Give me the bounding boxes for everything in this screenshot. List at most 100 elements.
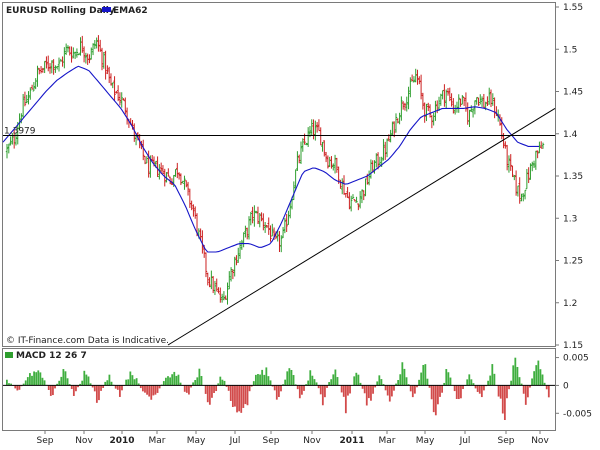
xtick-label-11: Jul	[459, 436, 471, 446]
macd-bar	[357, 374, 360, 386]
macd-bar	[29, 373, 31, 386]
macd-bar	[10, 383, 12, 386]
macd-bar	[275, 385, 278, 400]
macd-bar	[177, 374, 180, 386]
macd-bar	[106, 380, 109, 386]
macd-bar	[365, 385, 368, 406]
macd-bar	[64, 371, 67, 386]
macd-bar	[127, 379, 130, 386]
macd-bar	[305, 384, 307, 386]
macd-bar	[384, 385, 387, 391]
macd-bar	[497, 385, 500, 397]
macd-bar	[359, 382, 362, 386]
macd-bar	[443, 382, 446, 386]
macd-bar	[240, 385, 243, 413]
macd-bar	[70, 385, 73, 389]
macd-bar	[301, 385, 303, 395]
macd-bar	[229, 385, 232, 401]
macd-bar	[526, 385, 529, 398]
macd-bar	[529, 385, 531, 388]
macd-bar	[154, 385, 157, 395]
macd-bar	[173, 371, 176, 386]
macd-legend-swatch	[5, 352, 13, 358]
macd-bar	[405, 377, 408, 386]
macd-bar	[215, 385, 218, 392]
macd-bar	[539, 369, 542, 386]
macd-bar	[376, 381, 379, 386]
macd-bar	[547, 385, 550, 398]
macd-bar	[244, 385, 247, 405]
macd-bar	[317, 385, 320, 389]
macd-bar	[395, 383, 397, 386]
macd-bar	[319, 385, 322, 395]
macd-bar	[480, 385, 483, 398]
macd-bar	[397, 379, 400, 386]
macd-bar	[280, 385, 282, 392]
macd-bar	[93, 385, 96, 392]
macd-bar	[393, 385, 395, 391]
macd-bar	[449, 377, 452, 386]
macd-bar	[363, 385, 366, 394]
macd-bar	[487, 380, 490, 386]
macd-bar	[403, 368, 406, 386]
macd-bar	[537, 360, 540, 386]
macd-bar	[399, 374, 402, 386]
macd-bar	[125, 379, 128, 386]
macd-bar	[298, 385, 301, 399]
macd-bar	[420, 372, 423, 386]
xtick-label-10: May	[416, 436, 435, 446]
macd-bar	[206, 385, 209, 403]
macd-bar	[265, 367, 268, 386]
xtick-label-0: Sep	[37, 436, 54, 446]
macd-bar	[142, 385, 144, 392]
macd-bar	[501, 385, 504, 414]
price-axis-ticks: 1.55 1.5 1.45 1.4 1.35 1.3 1.25 1.2 1.15	[555, 3, 583, 351]
macd-bar	[382, 384, 385, 386]
macd-bar	[294, 384, 297, 386]
price-panel	[2, 2, 556, 347]
ema-legend-swatch	[102, 7, 111, 12]
macd-bar	[535, 365, 538, 386]
price-candles	[5, 35, 545, 305]
macd-bar	[225, 385, 228, 387]
macd-bar	[137, 383, 140, 386]
macd-bar	[437, 385, 439, 405]
macd-bar	[110, 381, 113, 386]
macd-bar	[432, 385, 435, 413]
macd-bar	[219, 376, 222, 386]
macd-bar	[524, 385, 527, 405]
title-box	[4, 4, 158, 16]
macd-bar	[493, 373, 496, 386]
macd-bar	[462, 385, 464, 390]
macd-bar	[8, 383, 10, 386]
macd-bar	[150, 385, 153, 400]
macd-bar	[24, 380, 27, 386]
macd-bar	[478, 385, 481, 394]
price-ytick-label-3: 1.4	[563, 130, 578, 140]
macd-bar	[386, 385, 389, 396]
macd-bar	[370, 385, 372, 401]
macd-bar	[416, 385, 418, 388]
macd-bar	[430, 385, 433, 400]
macd-bar	[102, 385, 105, 388]
macd-bar	[254, 374, 257, 386]
macd-bar	[460, 385, 462, 399]
macd-bar	[246, 385, 249, 406]
macd-bar	[503, 385, 506, 421]
macd-bar	[223, 380, 226, 386]
macd-bar	[261, 369, 264, 386]
macd-bar	[434, 385, 437, 416]
macd-bar	[313, 379, 316, 386]
macd-bar	[114, 385, 117, 389]
macd-bar	[118, 385, 121, 397]
macd-bar	[54, 385, 56, 389]
macd-bar	[238, 385, 241, 412]
macd-bar	[407, 384, 410, 386]
macd-bar	[144, 385, 146, 393]
macd-bar	[269, 380, 272, 386]
macd-bar	[401, 362, 404, 386]
macd-title: MACD 12 26 7	[16, 351, 87, 361]
macd-bar	[208, 385, 211, 405]
macd-bar	[89, 383, 92, 386]
macd-bar	[221, 379, 224, 386]
